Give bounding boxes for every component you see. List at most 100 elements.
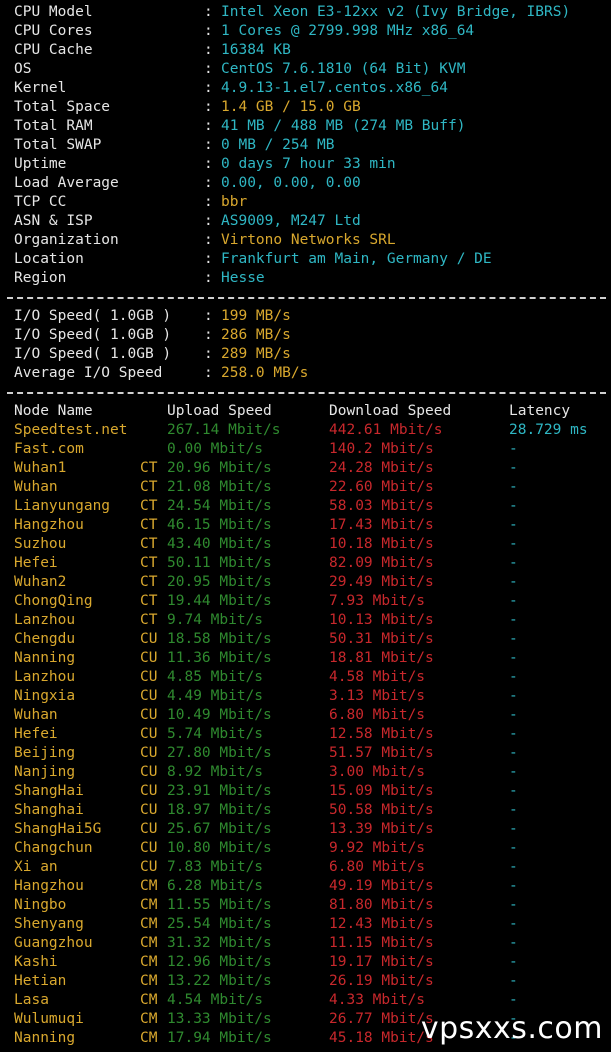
sysinfo-row: Kernel:4.9.13-1.el7.centos.x86_64 (0, 79, 611, 98)
latency-value: - (509, 574, 518, 590)
speed-row: Nanning CU 11.36 Mbit/s 18.81 Mbit/s - (0, 649, 611, 668)
node-name: Suzhou (14, 536, 67, 552)
node-name: Nanning (14, 650, 76, 666)
node-name: Wuhan1 (14, 460, 67, 476)
download-speed: 82.09 Mbit/s (329, 555, 434, 571)
io-row: I/O Speed( 1.0GB ):286 MB/s (0, 326, 611, 345)
colon-separator: : (204, 270, 213, 286)
upload-speed: 25.54 Mbit/s (167, 916, 272, 932)
isp-code: CU (140, 669, 158, 685)
header-upload-speed: Upload Speed (167, 403, 272, 419)
speed-row: Ningxia CU 4.49 Mbit/s 3.13 Mbit/s - (0, 687, 611, 706)
header-latency: Latency (509, 403, 571, 419)
latency-value: - (509, 954, 518, 970)
terminal-output: CPU Model: Intel Xeon E3-12xx v2 (Ivy Bri… (0, 3, 611, 1048)
isp-code: CM (140, 897, 158, 913)
isp-code: CM (140, 992, 158, 1008)
upload-speed: 6.28 Mbit/s (167, 878, 264, 894)
colon-separator: : (204, 99, 213, 115)
speed-row: Wuhan CT 21.08 Mbit/s 22.60 Mbit/s - (0, 478, 611, 497)
speed-row: Shenyang CM 25.54 Mbit/s 12.43 Mbit/s - (0, 915, 611, 934)
node-name: Lanzhou (14, 612, 76, 628)
header-download-speed: Download Speed (329, 403, 452, 419)
download-speed: 15.09 Mbit/s (329, 783, 434, 799)
sysinfo-row: ASN & ISP: AS9009, M247 Ltd (0, 212, 611, 231)
isp-code: CT (140, 555, 158, 571)
colon-separator: : (204, 194, 213, 210)
latency-value: - (509, 916, 518, 932)
download-speed: 140.2 Mbit/s (329, 441, 434, 457)
node-name: ChongQing (14, 593, 93, 609)
download-speed: 29.49 Mbit/s (329, 574, 434, 590)
download-speed: 12.58 Mbit/s (329, 726, 434, 742)
upload-speed: 27.80 Mbit/s (167, 745, 272, 761)
node-name: Chengdu (14, 631, 76, 647)
sysinfo-label: CPU Model (14, 4, 93, 20)
latency-value: - (509, 859, 518, 875)
upload-speed: 46.15 Mbit/s (167, 517, 272, 533)
node-name: Hetian (14, 973, 67, 989)
isp-code: CU (140, 821, 158, 837)
speed-row: ChongQing CT 19.44 Mbit/s 7.93 Mbit/s - (0, 592, 611, 611)
isp-code: CM (140, 973, 158, 989)
header-node-name: Node Name (14, 403, 93, 419)
speed-row: Fast.com 0.00 Mbit/s 140.2 Mbit/s - (0, 440, 611, 459)
isp-code: CU (140, 745, 158, 761)
node-name: Kashi (14, 954, 58, 970)
sysinfo-value: AS9009, M247 Ltd (221, 213, 361, 229)
io-label: Average I/O Speed (14, 365, 163, 381)
latency-value: - (509, 498, 518, 514)
upload-speed: 20.95 Mbit/s (167, 574, 272, 590)
latency-value: - (509, 707, 518, 723)
isp-code: CM (140, 954, 158, 970)
latency-value: - (509, 878, 518, 894)
isp-code: CT (140, 536, 158, 552)
node-name: Lianyungang (14, 498, 111, 514)
download-speed: 3.13 Mbit/s (329, 688, 426, 704)
sysinfo-label: ASN & ISP (14, 213, 93, 229)
latency-value: - (509, 688, 518, 704)
upload-speed: 13.33 Mbit/s (167, 1011, 272, 1027)
colon-separator: : (204, 80, 213, 96)
speed-row: Hetian CM 13.22 Mbit/s 26.19 Mbit/s - (0, 972, 611, 991)
node-name: Wuhan2 (14, 574, 67, 590)
upload-speed: 4.85 Mbit/s (167, 669, 264, 685)
sysinfo-value: Intel Xeon E3-12xx v2 (Ivy Bridge, IBRS) (221, 4, 571, 20)
colon-separator: : (204, 23, 213, 39)
isp-code: CU (140, 650, 158, 666)
node-name: ShangHai (14, 783, 84, 799)
upload-speed: 5.74 Mbit/s (167, 726, 264, 742)
download-speed: 10.13 Mbit/s (329, 612, 434, 628)
sysinfo-row: Total SWAP:0 MB / 254 MB (0, 136, 611, 155)
sysinfo-label: OS (14, 61, 32, 77)
speed-table-header: Node Name Upload Speed Download Speed La… (0, 402, 611, 421)
download-speed: 26.77 Mbit/s (329, 1011, 434, 1027)
latency-value: - (509, 669, 518, 685)
sysinfo-row: Load Average:0.00, 0.00, 0.00 (0, 174, 611, 193)
speed-row: Lanzhou CU 4.85 Mbit/s 4.58 Mbit/s - (0, 668, 611, 687)
node-name: Ningxia (14, 688, 76, 704)
io-label: I/O Speed( 1.0GB ) (14, 327, 172, 343)
download-speed: 7.93 Mbit/s (329, 593, 426, 609)
isp-code: CU (140, 707, 158, 723)
isp-code: CM (140, 916, 158, 932)
upload-speed: 20.96 Mbit/s (167, 460, 272, 476)
node-name: Speedtest.net (14, 422, 128, 438)
latency-value: - (509, 1030, 518, 1046)
colon-separator: : (204, 251, 213, 267)
speed-row: Shanghai CU 18.97 Mbit/s 50.58 Mbit/s - (0, 801, 611, 820)
isp-code: CT (140, 517, 158, 533)
download-speed: 3.00 Mbit/s (329, 764, 426, 780)
latency-value: - (509, 479, 518, 495)
sysinfo-value: CentOS 7.6.1810 (64 Bit) KVM (221, 61, 466, 77)
node-name: Wulumuqi (14, 1011, 84, 1027)
speed-row: Lasa CM 4.54 Mbit/s 4.33 Mbit/s - (0, 991, 611, 1010)
node-name: Lanzhou (14, 669, 76, 685)
sysinfo-row: Total Space:1.4 GB / 15.0 GB (0, 98, 611, 117)
download-speed: 49.19 Mbit/s (329, 878, 434, 894)
sysinfo-row: CPU Cores:1 Cores @ 2799.998 MHz x86_64 (0, 22, 611, 41)
node-name: Ningbo (14, 897, 67, 913)
upload-speed: 23.91 Mbit/s (167, 783, 272, 799)
latency-value: - (509, 726, 518, 742)
sysinfo-label: Uptime (14, 156, 67, 172)
